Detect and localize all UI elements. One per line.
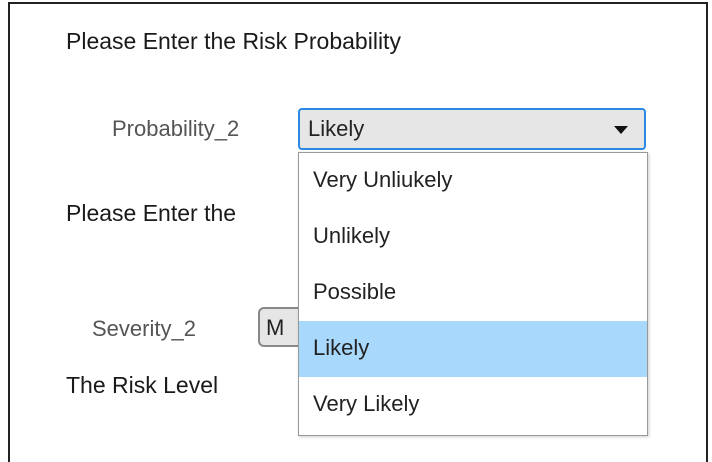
heading: Please Enter the Risk Probability	[66, 28, 401, 54]
dropdown-option[interactable]: Possible	[313, 279, 397, 304]
severity-label: Severity_2	[92, 316, 196, 341]
probability-label: Probability_2	[112, 116, 240, 141]
selected-value: Likely	[308, 116, 365, 141]
frame	[8, 2, 708, 462]
probability-select[interactable]: Likely	[298, 108, 646, 150]
severity-heading: Please Enter the	[66, 200, 237, 226]
risk-heading: The Risk Level	[66, 372, 219, 398]
dropdown-option[interactable]: Likely	[299, 321, 647, 377]
selected-value: M	[266, 315, 285, 340]
dropdown-arrow	[614, 126, 628, 134]
dropdown-list: Very Unliukely Unlikely Possible Likely Very…	[298, 152, 648, 436]
dropdown-option[interactable]: Very Likely	[313, 391, 420, 416]
dropdown-option[interactable]: Unlikely	[313, 223, 391, 248]
dropdown-option[interactable]: Very Unliukely	[313, 167, 453, 192]
